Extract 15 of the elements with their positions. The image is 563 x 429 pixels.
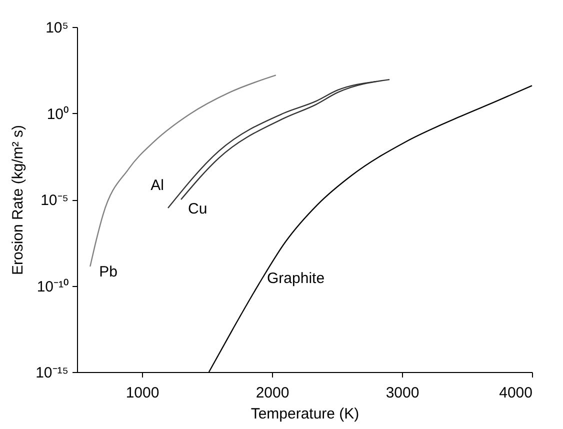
x-tick-label: 2000 — [256, 384, 290, 402]
y-tick-label: 10⁻¹⁵ — [36, 364, 68, 382]
series-label: Cu — [188, 200, 208, 218]
x-axis-title: Temperature (K) — [250, 406, 360, 422]
x-tick-label: 3000 — [386, 384, 420, 402]
series-label: Pb — [99, 264, 118, 281]
x-tick-label: 1000 — [126, 384, 160, 402]
y-tick-label: 10⁻¹⁰ — [36, 278, 68, 296]
series-label: Graphite — [267, 270, 325, 287]
series-label: Al — [150, 177, 164, 194]
y-tick-label: 10⁰ — [46, 106, 68, 123]
x-tick-label: 4000 — [499, 384, 532, 402]
y-tick-label: 10⁻⁵ — [40, 192, 68, 209]
y-tick-label: 10⁵ — [46, 20, 68, 36]
y-axis-title: Erosion Rate (kg/m² s) — [10, 124, 27, 276]
